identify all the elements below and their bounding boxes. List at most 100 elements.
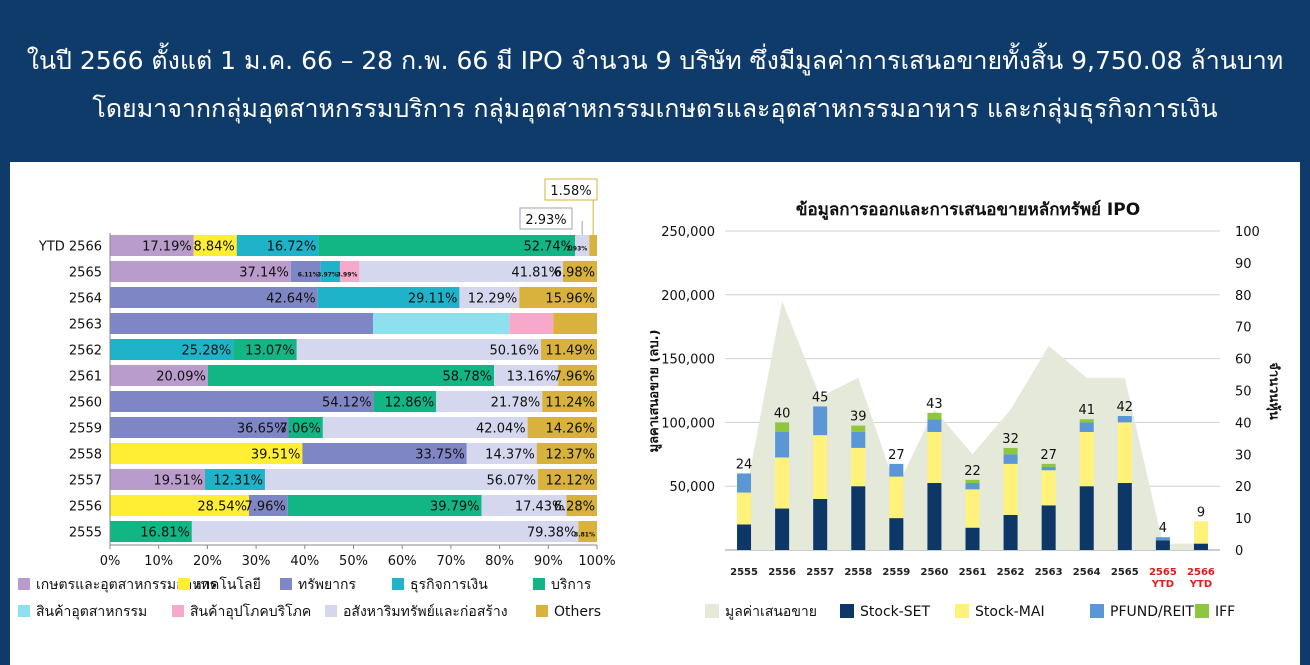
callout-label: 1.58% [550,184,591,199]
y2-tick-label: 60 [1235,353,1252,368]
bar-segment [372,313,510,334]
category-label: 2557 [69,474,102,489]
legend-label: สินค้าอุปโภคบริโภค [190,603,311,620]
data-label: 33.75% [415,448,465,463]
column-segment [927,483,942,550]
x-tick-label: 2564 [1073,567,1101,578]
y-tick-label: 250,000 [661,225,715,240]
bar-segment [578,521,597,542]
data-label: 6.98% [554,266,595,281]
column-segment [1155,540,1170,550]
bar-segment [110,287,318,308]
legend-label: บริการ [551,577,592,593]
headline-line-1: ในปี 2566 ตั้งแต่ 1 ม.ค. 66 – 28 ก.พ. 66… [26,46,1284,75]
legend-swatch [392,578,404,590]
bar-segment [288,417,323,438]
legend-swatch [1090,604,1104,618]
bar-segment [110,443,303,464]
legend-swatch [18,578,30,590]
column-segment [1079,419,1094,423]
bar-segment [566,495,597,516]
legend-swatch [533,578,545,590]
legend-label: ธุรกิจการเงิน [410,577,488,593]
data-label: 13.16% [507,370,557,385]
bar-segment [558,365,597,386]
column-segment [813,435,828,499]
callout-box [544,178,598,201]
count-label: 45 [812,390,829,405]
x-tick-label: 40% [290,554,319,569]
legend-label: ทรัพยากร [298,577,357,593]
y2-tick-label: 10 [1235,512,1252,527]
bar-segment [320,261,340,282]
count-label: 22 [964,464,981,479]
x-tick-label: 2558 [844,567,872,578]
bar-segment [193,235,237,256]
count-label: 40 [774,406,791,421]
category-label: 2563 [69,318,102,333]
chart-title: ข้อมูลการออกและการเสนอขายหลักทรัพย์ IPO [796,199,1140,221]
y2-tick-label: 90 [1235,257,1252,272]
bar-segment [589,235,597,256]
count-label: 43 [926,397,943,412]
data-label: 12.31% [213,474,263,489]
data-label: 29.11% [408,292,458,307]
legend-swatch [280,578,292,590]
category-label: 2556 [69,500,102,515]
legend-swatch [536,605,548,617]
data-label: 6.11% [298,272,319,279]
column-segment [1155,537,1170,541]
category-label: YTD 2566 [38,240,102,255]
data-label: 20.09% [156,370,206,385]
y-axis-title: มูลค่าเสนอขาย (ลบ.) [650,330,662,453]
legend-label: มูลค่าเสนอขาย [725,604,817,620]
data-label: 19.51% [153,474,203,489]
legend-label: IFF [1215,604,1235,620]
count-label: 32 [1002,432,1019,447]
data-label: 13.07% [245,344,295,359]
x-tick-label: YTD [1189,579,1212,590]
category-label: 2562 [69,344,102,359]
data-label: 25.28% [182,344,232,359]
x-tick-label: 50% [339,554,368,569]
data-label: 36.65% [237,422,287,437]
bar-segment [373,391,437,412]
column-segment [737,524,752,550]
legend-label: เทคโนโลยี [196,576,261,593]
legend-label: อสังหาริมทรัพย์และก่อสร้าง [343,603,508,620]
category-label: 2555 [69,526,102,541]
bar-segment [481,495,567,516]
bar-segment [317,287,460,308]
bar-segment [541,339,597,360]
legend-label: Others [554,604,601,620]
data-label: 17.19% [142,240,192,255]
y-tick-label: 200,000 [661,289,715,304]
x-tick-label: YTD [1151,579,1174,590]
y2-tick-label: 30 [1235,448,1252,463]
data-label: 3.97% [317,272,338,279]
column-segment [851,486,866,550]
legend-swatch [955,604,969,618]
y2-tick-label: 100 [1235,225,1260,240]
right-frame [1300,162,1310,665]
y2-tick-label: 80 [1235,289,1252,304]
bar-segment [110,261,291,282]
x-tick-label: 2557 [806,567,834,578]
legend-label: PFUND/REIT [1110,604,1194,620]
data-label: 3.81% [574,532,595,539]
data-label: 8.84% [193,240,234,255]
column-segment [851,431,866,448]
x-tick-label: 2565 [1111,567,1139,578]
bar-segment [494,365,559,386]
column-segment [775,457,790,509]
bar-segment [519,287,597,308]
bar-segment [339,261,360,282]
legend-label: สินค้าอุตสาหกรรม [36,604,147,620]
ipo-issuance-chart: ข้อมูลการออกและการเสนอขายหลักทรัพย์ IPO 2… [650,199,1282,620]
column-segment [775,508,790,550]
data-label: 7.96% [244,500,285,515]
category-label: 2560 [69,396,102,411]
data-label: 28.54% [197,500,247,515]
column-segment [813,498,828,550]
bar-segment [110,339,234,360]
